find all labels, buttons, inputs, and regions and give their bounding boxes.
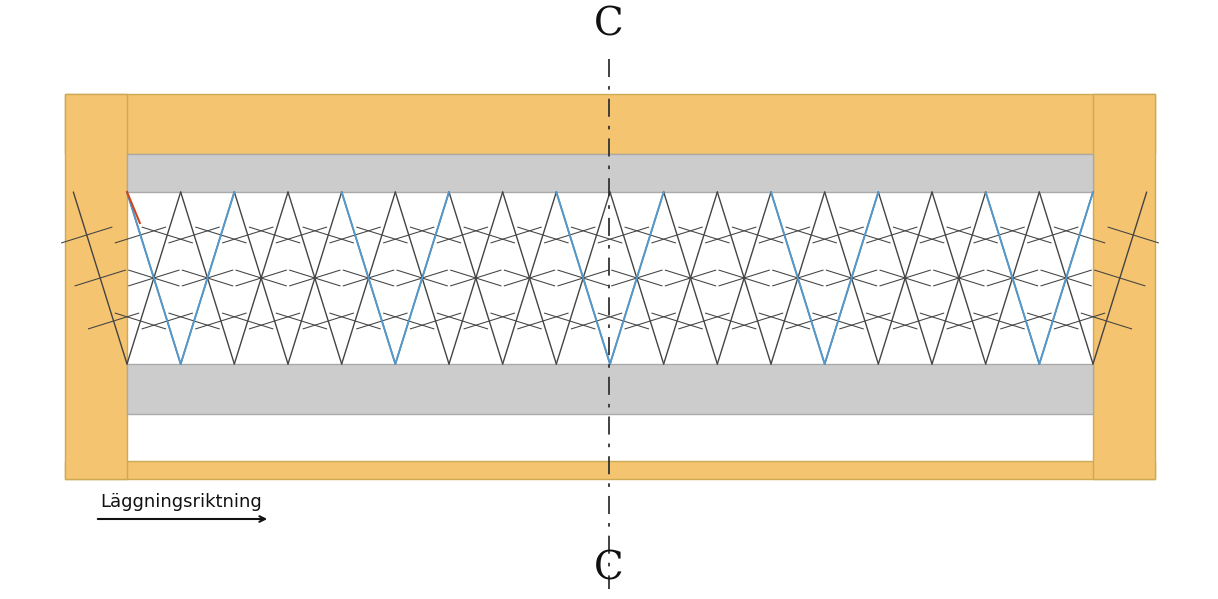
Bar xyxy=(1093,94,1155,479)
Bar xyxy=(65,94,127,479)
Bar xyxy=(127,364,1093,414)
Bar xyxy=(0,0,1218,192)
Bar xyxy=(65,94,1155,154)
Text: Läggningsriktning: Läggningsriktning xyxy=(100,493,262,511)
Text: C: C xyxy=(594,550,624,587)
Bar xyxy=(127,154,1093,192)
Text: C: C xyxy=(594,7,624,44)
Bar xyxy=(65,461,1155,479)
